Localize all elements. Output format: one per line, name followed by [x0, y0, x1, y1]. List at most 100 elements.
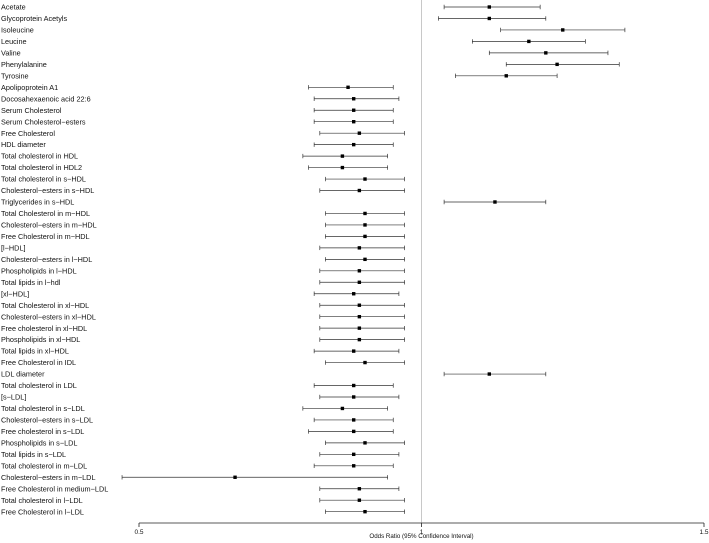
row-label: Cholesterol−esters in m−LDL [1, 473, 96, 482]
estimate-row [302, 153, 388, 159]
estimates [121, 4, 626, 514]
row-label: Acetate [1, 3, 26, 12]
estimate-row [313, 417, 394, 423]
point-estimate [527, 39, 531, 44]
row-label: Free cholesterol in s−LDL [1, 427, 84, 436]
point-estimate [352, 395, 356, 399]
estimate-row [313, 96, 400, 101]
estimate-row [325, 211, 405, 216]
point-estimate [352, 142, 356, 147]
point-estimate [363, 223, 367, 227]
row-label: HDL diameter [1, 140, 46, 149]
point-estimate [352, 108, 356, 112]
point-estimate [357, 498, 362, 502]
point-estimate [357, 131, 362, 135]
x-axis-ticks: 0.5 1 1.5 [134, 523, 709, 536]
x-axis-title: Odds Ratio (95% Confidence Interval) [369, 533, 473, 540]
point-estimate [357, 246, 362, 250]
estimate-row [313, 119, 394, 124]
estimate-row [319, 337, 405, 342]
point-estimate [352, 429, 356, 434]
row-label: Total cholesterol in HDL [1, 152, 78, 161]
point-estimate [352, 452, 356, 457]
x-tick-label: 1.5 [699, 529, 708, 536]
estimate-row [319, 303, 405, 308]
row-label: Free Cholesterol [1, 129, 55, 138]
point-estimate [357, 303, 362, 307]
row-label: [xl−HDL] [1, 289, 29, 298]
estimate-row [121, 475, 388, 480]
estimate-row [319, 314, 405, 319]
row-label: Phospholipids in s−LDL [1, 438, 77, 447]
point-estimate [363, 234, 367, 239]
estimate-row [325, 257, 405, 262]
row-label: Serum Cholesterol−esters [1, 117, 86, 126]
row-label: Total cholesterol in LDL [1, 381, 77, 390]
point-estimate [233, 475, 237, 479]
estimate-row [472, 39, 586, 44]
estimate-row [313, 463, 394, 468]
point-estimate [357, 487, 362, 491]
point-estimate [363, 509, 367, 514]
point-estimate [352, 120, 356, 124]
point-estimate [357, 269, 362, 273]
point-estimate [352, 292, 356, 296]
point-estimate [352, 418, 356, 422]
row-label: [l−HDL] [1, 243, 26, 252]
estimate-row [319, 130, 405, 136]
estimate-row [325, 176, 405, 182]
row-label: Docosahexaenoic acid 22:6 [1, 94, 91, 103]
point-estimate [544, 51, 548, 55]
point-estimate [352, 464, 356, 468]
estimate-row [319, 268, 405, 274]
point-estimate [363, 441, 367, 445]
row-label: Free cholesterol in xl−HDL [1, 324, 87, 333]
point-estimate [493, 200, 497, 204]
estimate-row [302, 406, 388, 411]
point-estimate [357, 314, 362, 319]
row-label: Cholesterol−esters in s−LDL [1, 416, 93, 425]
point-estimate [346, 85, 350, 89]
row-label: Phospholipids in xl−HDL [1, 335, 80, 344]
estimate-row [313, 142, 394, 147]
estimate-row [319, 280, 405, 285]
estimate-row [500, 27, 626, 33]
estimate-row [455, 73, 558, 79]
point-estimate [357, 326, 362, 330]
row-label: Total lipids in l−hdl [1, 278, 61, 287]
point-estimate [340, 154, 345, 158]
row-label: Total Cholesterol in xl−HDL [1, 301, 89, 310]
point-estimate [487, 372, 491, 376]
point-estimate [352, 383, 356, 388]
row-label: Triglycerides in s−HDL [1, 198, 74, 207]
row-label: Phospholipids in l−HDL [1, 266, 77, 275]
row-label: Total lipids in s−LDL [1, 450, 66, 459]
row-label: Tyrosine [1, 71, 29, 80]
estimate-row [443, 371, 547, 377]
row-label: Serum Cholesterol [1, 106, 62, 115]
point-estimate [561, 28, 565, 32]
point-estimate [340, 165, 345, 170]
estimate-row [325, 234, 405, 239]
point-estimate [487, 5, 491, 9]
estimate-row [443, 199, 547, 205]
point-estimate [363, 360, 367, 365]
estimate-row [325, 440, 405, 446]
row-label: Free Cholesterol in l−LDL [1, 507, 84, 516]
point-estimate [352, 97, 356, 101]
row-label: Glycoprotein Acetyls [1, 14, 67, 23]
estimate-row [313, 348, 400, 354]
row-label: Apolipoprotein A1 [1, 83, 58, 92]
estimate-row [438, 16, 547, 21]
row-label: Cholesterol−esters in s−HDL [1, 186, 94, 195]
row-label: Total cholesterol in HDL2 [1, 163, 82, 172]
estimate-row [319, 394, 400, 400]
row-label: Valine [1, 48, 21, 57]
point-estimate [357, 188, 362, 193]
estimate-row [313, 291, 400, 296]
estimate-row [319, 498, 405, 503]
row-label: Total cholesterol in m−LDL [1, 461, 87, 470]
point-estimate [352, 349, 356, 353]
row-label: Free Cholesterol in m−HDL [1, 232, 90, 241]
